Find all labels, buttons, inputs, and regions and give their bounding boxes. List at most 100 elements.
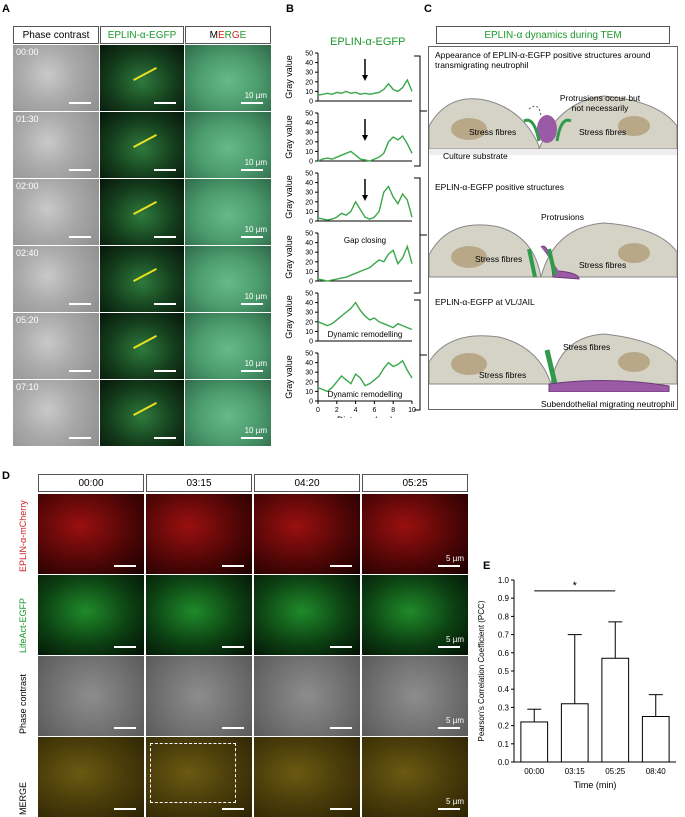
culture-substrate-label: Culture substrate (443, 151, 508, 161)
bar-chart: 0.0 0.1 0.2 0.3 0.4 0.5 0.6 0.7 0.8 0.9 1.0 Pearson… (477, 576, 676, 790)
y-tick-label: 30 (305, 190, 313, 197)
bar-3 (641, 716, 670, 763)
gray-value-line-1 (317, 134, 413, 162)
y-tick-label: 0.1 (498, 740, 510, 749)
time-label: 02:40 (16, 248, 39, 258)
scale-bar (114, 727, 136, 729)
micrograph-a-r3-c2: 10 µm (185, 246, 271, 312)
scale-bar-label: 5 µm (446, 635, 464, 644)
micrograph-d-r3-c0 (38, 737, 144, 817)
scale-bar (330, 646, 352, 648)
scale-bar (69, 437, 91, 439)
panel-d-row-label: Phase contrast (18, 673, 28, 734)
x-tick-label: 0 (316, 407, 320, 414)
y-tick-label: 50 (305, 111, 313, 118)
x-tick-label: 00:00 (524, 767, 545, 776)
y-tick-label: 20 (305, 259, 313, 266)
scale-bar-label: 5 µm (446, 554, 464, 563)
stage-3-stress-right: Stress fibres (563, 342, 611, 352)
profile-line (133, 134, 157, 148)
micrograph-a-r5-c2: 10 µm (185, 380, 271, 446)
scale-bar (330, 808, 352, 810)
scale-bar (222, 727, 244, 729)
panel-label-e: E (483, 560, 491, 572)
arrow-head (362, 195, 368, 201)
micrograph-d-r2-c1 (146, 656, 252, 736)
y-tick-label: 50 (305, 51, 313, 58)
y-tick-label: 40 (305, 60, 313, 67)
y-tick-label: 20 (305, 79, 313, 86)
scale-bar (69, 303, 91, 305)
panel-d-row-label: EPLIN-α-mCherry (18, 500, 28, 572)
stage-2-diagram (429, 222, 677, 280)
scale-bar (222, 565, 244, 567)
y-tick-label: 30 (305, 130, 313, 137)
micrograph-d-r3-c2 (254, 737, 360, 817)
gray-value-line-4 (317, 301, 413, 331)
panel-label-c: C (424, 3, 432, 15)
scale-bar (330, 565, 352, 567)
micrograph-d-r1-c1 (146, 575, 252, 655)
y-tick-label: 10 (305, 149, 313, 156)
x-tick-label: 6 (372, 407, 376, 414)
panel-c-title: EPLIN-α dynamics during TEM (436, 26, 670, 44)
y-tick-label: 40 (305, 240, 313, 247)
micrograph-a-r4-c0: 05:20 (13, 313, 99, 379)
panel-label-b: B (286, 3, 294, 15)
bar-1 (560, 703, 589, 763)
scale-bar-label: 10 µm (244, 426, 267, 435)
profile-line (133, 67, 157, 81)
y-tick-label: 10 (305, 269, 313, 276)
y-tick-label: 0.2 (498, 722, 510, 731)
x-tick-label: 2 (335, 407, 339, 414)
bar-2 (601, 657, 630, 763)
y-tick-label: 10 (305, 389, 313, 396)
stage-3-diagram (429, 333, 677, 392)
y-tick-label: 0.4 (498, 685, 510, 694)
y-tick-label: 20 (305, 379, 313, 386)
scale-bar (69, 236, 91, 238)
arrow-head (362, 75, 368, 81)
merge-label: MERGE (209, 29, 247, 41)
y-tick-label: 10 (305, 89, 313, 96)
micrograph-a-r3-c0: 02:40 (13, 246, 99, 312)
y-axis-label: Gray value (284, 115, 294, 159)
bracket (414, 55, 421, 167)
bar-0 (520, 721, 549, 763)
micrograph-a-r1-c2: 10 µm (185, 112, 271, 178)
y-tick-label: 30 (305, 70, 313, 77)
panel-label-d: D (2, 470, 10, 482)
stage-1-stress-left: Stress fibres (469, 127, 517, 137)
panel-d-row-label: LifeAct-EGFP (18, 597, 28, 653)
profile-line (133, 402, 157, 416)
scale-bar-label: 10 µm (244, 225, 267, 234)
y-tick-label: 40 (305, 360, 313, 367)
micrograph-d-r1-c3: 5 µm (362, 575, 468, 655)
micrograph-d-r0-c3: 5 µm (362, 494, 468, 574)
profile-annotation: Dynamic remodelling (328, 330, 403, 339)
y-tick-label: 20 (305, 199, 313, 206)
micrograph-a-r2-c2: 10 µm (185, 179, 271, 245)
micrograph-a-r0-c1 (100, 45, 184, 111)
schematic-box: Appearance of EPLIN-α-EGFP positive stru… (428, 46, 678, 410)
gray-value-line-2 (317, 185, 413, 221)
gray-value-line-0 (317, 78, 413, 96)
scale-bar-label: 5 µm (446, 716, 464, 725)
y-axis-label: Gray value (284, 55, 294, 99)
significance-star: * (573, 580, 578, 592)
stage-1-stress-right: Stress fibres (579, 127, 627, 137)
micrograph-a-r5-c0: 07:10 (13, 380, 99, 446)
micrograph-d-r2-c2 (254, 656, 360, 736)
micrograph-a-r4-c2: 10 µm (185, 313, 271, 379)
stage-2-title: EPLIN-α-EGFP positive structures (435, 182, 564, 192)
y-tick-label: 0.7 (498, 631, 510, 640)
time-label: 02:00 (16, 181, 39, 191)
scale-bar (241, 236, 263, 238)
header-phase-contrast: Phase contrast (13, 26, 99, 44)
micrograph-a-r2-c0: 02:00 (13, 179, 99, 245)
micrograph-d-r0-c1 (146, 494, 252, 574)
y-tick-label: 0.0 (498, 758, 510, 767)
stage-2-stress-right: Stress fibres (579, 260, 627, 270)
y-tick-label: 40 (305, 180, 313, 187)
stage-2-protrusions: Protrusions (541, 212, 584, 222)
